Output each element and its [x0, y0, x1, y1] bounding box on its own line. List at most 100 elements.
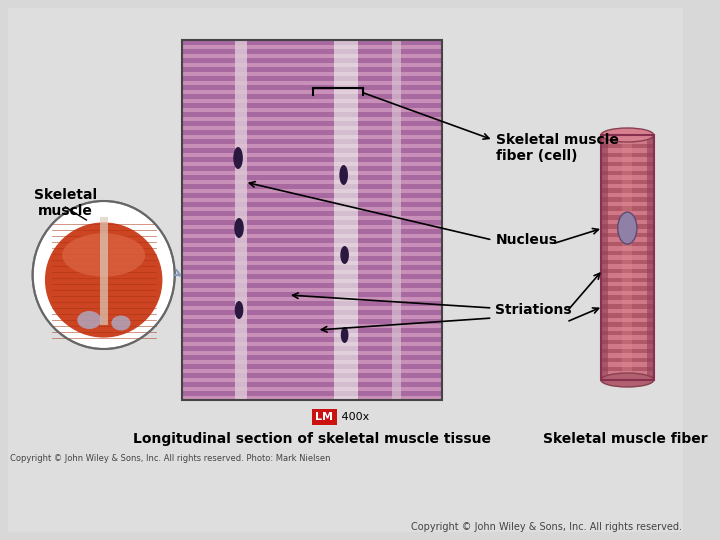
Bar: [334, 242, 358, 247]
Bar: [182, 144, 441, 148]
Ellipse shape: [233, 147, 243, 169]
Bar: [334, 368, 358, 373]
Bar: [182, 63, 441, 67]
Bar: [601, 345, 654, 349]
Bar: [601, 135, 608, 380]
Bar: [182, 139, 441, 144]
Bar: [182, 323, 441, 328]
Bar: [182, 341, 441, 346]
Bar: [601, 349, 654, 353]
Bar: [601, 224, 654, 228]
Bar: [182, 215, 441, 220]
Bar: [182, 355, 441, 360]
Bar: [182, 171, 441, 175]
Ellipse shape: [339, 165, 348, 185]
Bar: [601, 188, 654, 193]
Bar: [182, 233, 441, 238]
Text: Nucleus: Nucleus: [495, 233, 557, 247]
Bar: [334, 175, 358, 179]
Bar: [182, 134, 441, 139]
Bar: [182, 301, 441, 306]
Text: Striations: Striations: [495, 303, 572, 317]
Bar: [334, 283, 358, 287]
Bar: [334, 76, 358, 80]
Bar: [182, 157, 441, 161]
Text: LM: LM: [315, 412, 333, 422]
Bar: [334, 220, 358, 225]
Bar: [334, 391, 358, 395]
Bar: [601, 202, 654, 206]
Text: 400x: 400x: [338, 412, 369, 422]
FancyBboxPatch shape: [312, 409, 337, 425]
Bar: [182, 346, 441, 350]
Bar: [601, 268, 654, 273]
Bar: [601, 295, 654, 300]
Bar: [601, 335, 654, 340]
Bar: [182, 328, 441, 333]
Bar: [601, 286, 654, 291]
Bar: [334, 44, 358, 49]
Ellipse shape: [601, 128, 654, 142]
Bar: [334, 252, 358, 256]
Bar: [334, 166, 358, 171]
Bar: [182, 269, 441, 274]
Bar: [334, 63, 358, 67]
Bar: [334, 134, 358, 139]
Bar: [334, 206, 358, 211]
Bar: [601, 161, 654, 166]
Text: Longitudinal section of skeletal muscle tissue: Longitudinal section of skeletal muscle …: [133, 432, 491, 446]
Bar: [601, 251, 654, 255]
Bar: [182, 152, 441, 157]
Ellipse shape: [77, 311, 102, 329]
Bar: [182, 296, 441, 301]
Bar: [601, 357, 654, 362]
Bar: [334, 225, 358, 229]
Bar: [334, 90, 358, 94]
Bar: [334, 40, 358, 400]
Bar: [182, 107, 441, 112]
Bar: [182, 220, 441, 225]
Bar: [182, 314, 441, 319]
Bar: [334, 346, 358, 350]
Bar: [182, 225, 441, 229]
Bar: [601, 282, 654, 286]
Bar: [334, 355, 358, 360]
Bar: [601, 135, 654, 380]
Bar: [334, 323, 358, 328]
Bar: [334, 49, 358, 53]
Bar: [334, 306, 358, 310]
Bar: [334, 233, 358, 238]
Bar: [334, 238, 358, 242]
Bar: [182, 44, 441, 49]
Bar: [182, 40, 441, 400]
Bar: [334, 152, 358, 157]
Bar: [601, 340, 654, 345]
Bar: [182, 387, 441, 391]
Bar: [182, 80, 441, 85]
Bar: [182, 148, 441, 152]
Bar: [182, 130, 441, 134]
Bar: [182, 391, 441, 395]
Bar: [334, 256, 358, 260]
Bar: [182, 117, 441, 121]
Bar: [601, 135, 654, 380]
Bar: [182, 238, 441, 242]
Bar: [182, 179, 441, 184]
Bar: [601, 175, 654, 179]
Ellipse shape: [45, 222, 163, 338]
Bar: [601, 375, 654, 380]
Bar: [334, 188, 358, 193]
Bar: [334, 215, 358, 220]
Bar: [601, 171, 654, 175]
Bar: [182, 166, 441, 171]
Bar: [334, 310, 358, 314]
Bar: [601, 318, 654, 322]
Bar: [334, 229, 358, 233]
Bar: [334, 360, 358, 364]
Bar: [182, 103, 441, 107]
Bar: [182, 206, 441, 211]
Bar: [601, 220, 654, 224]
Bar: [182, 98, 441, 103]
Bar: [182, 274, 441, 279]
Bar: [601, 309, 654, 313]
